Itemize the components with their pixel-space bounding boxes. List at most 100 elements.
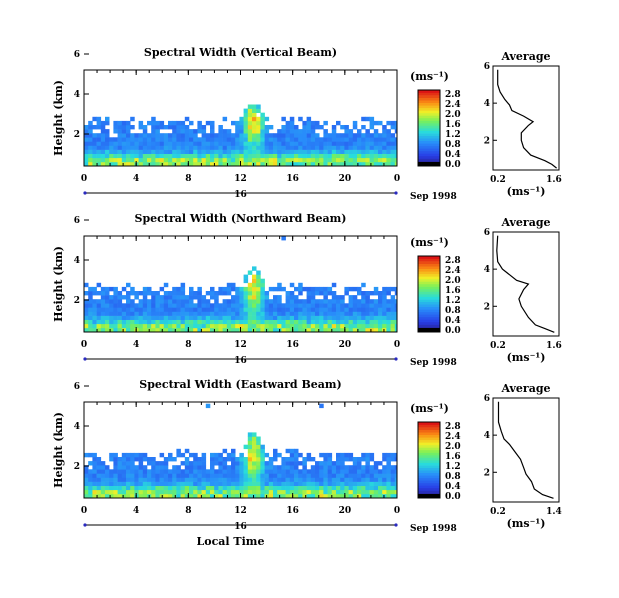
heatmap-cell <box>231 473 236 478</box>
heatmap-cell <box>218 315 223 320</box>
heatmap-cell <box>113 303 118 308</box>
heatmap-cell <box>210 129 215 134</box>
heatmap-cell <box>100 299 106 304</box>
heatmap-cell <box>323 469 328 474</box>
heatmap-cell <box>294 299 299 304</box>
colorbar-segment <box>418 314 440 318</box>
heatmap-cell <box>184 129 190 134</box>
heatmap-cell <box>277 141 282 146</box>
heatmap-cells <box>84 236 397 333</box>
heatmap-cell <box>180 315 186 320</box>
heatmap-cell <box>277 489 282 495</box>
heatmap-cell <box>239 303 244 308</box>
heatmap-cell <box>331 315 337 320</box>
heatmap-cell <box>361 315 366 320</box>
heatmap-cell <box>357 457 362 462</box>
heatmap-cell <box>231 319 236 325</box>
heatmap-cell <box>214 303 219 308</box>
x-tick-label: 20 <box>339 174 352 184</box>
heatmap-cell <box>352 481 358 486</box>
heatmap-cell <box>88 137 93 142</box>
heatmap-cell <box>327 145 333 150</box>
heatmap-cell <box>289 315 295 320</box>
heatmap-cell <box>134 319 139 325</box>
heatmap-cell <box>226 327 232 333</box>
heatmap-cell <box>348 153 354 159</box>
heatmap-cell <box>121 153 127 159</box>
colorbar-segment <box>418 422 440 425</box>
heatmap-cell <box>390 469 396 474</box>
heatmap-cell <box>390 125 396 130</box>
heatmap-cell <box>226 157 232 163</box>
heatmap-cell <box>394 327 397 333</box>
heatmap-cell <box>189 145 194 150</box>
heatmap-cell <box>214 327 219 333</box>
heatmap-cell <box>394 303 397 308</box>
heatmap-cell <box>386 291 391 296</box>
heatmap-cell <box>155 145 160 150</box>
heatmap-cell <box>210 157 215 163</box>
heatmap-cell <box>155 141 160 146</box>
heatmap-cell <box>268 481 274 486</box>
heatmap-cell <box>260 120 265 126</box>
heatmap-cell <box>348 489 354 495</box>
heatmap-cell <box>222 315 228 320</box>
heatmap-cell <box>281 286 286 292</box>
heatmap-cell <box>147 481 152 486</box>
heatmap-cell <box>268 319 274 325</box>
y-tick-label: 4 <box>74 422 80 432</box>
heatmap-cell <box>96 315 102 320</box>
heatmap-cell <box>121 311 127 316</box>
heatmap-cell <box>336 153 341 159</box>
heatmap-cell <box>373 481 379 486</box>
heatmap-cell <box>235 319 240 325</box>
heatmap-cell <box>365 323 370 329</box>
heatmap-cell <box>361 125 366 130</box>
heatmap-cell <box>243 307 249 312</box>
heatmap-cell <box>289 477 295 482</box>
heatmap-cell <box>159 465 165 470</box>
heatmap-cell <box>319 141 324 146</box>
heatmap-cell <box>172 129 177 134</box>
heatmap-cell <box>235 323 240 329</box>
heatmap-cell <box>344 323 349 329</box>
heatmap-cell <box>92 469 97 474</box>
heatmap-cell <box>96 153 102 159</box>
heatmap-cell <box>163 315 169 320</box>
heatmap-cell <box>159 473 165 478</box>
heatmap-cell <box>285 137 291 142</box>
heatmap-cell <box>340 307 345 312</box>
heatmap-cell <box>331 295 337 300</box>
heatmap-cell <box>151 307 156 312</box>
heatmap-cell <box>88 485 93 491</box>
heatmap-cell <box>315 137 320 142</box>
heatmap-cell <box>113 323 118 329</box>
heatmap-cell <box>369 133 375 138</box>
heatmap-cell <box>319 291 324 296</box>
heatmap-cell <box>378 481 383 486</box>
heatmap-cell <box>138 315 144 320</box>
heatmap-cell <box>189 315 194 320</box>
heatmap-cell <box>394 157 397 163</box>
heatmap-cell <box>100 295 106 300</box>
heatmap-cell <box>100 481 106 486</box>
heatmap-cell <box>84 481 89 486</box>
heatmap-cell <box>193 161 198 167</box>
heatmap-cell <box>289 116 295 122</box>
heatmap-cell <box>306 161 312 167</box>
heatmap-cell <box>277 153 282 159</box>
colorbar-segment <box>418 155 440 159</box>
heatmap-cell <box>277 303 282 308</box>
heatmap-cell <box>155 461 160 466</box>
heatmap-cell <box>273 465 278 470</box>
heatmap-cell <box>226 133 232 138</box>
heatmap-cell <box>176 473 181 478</box>
heatmap-cell <box>239 120 244 126</box>
heatmap-cell <box>109 295 114 300</box>
heatmap-cell <box>180 295 186 300</box>
heatmap-cell <box>378 319 383 325</box>
heatmap-cell <box>340 311 345 316</box>
heatmap-cell <box>348 477 354 482</box>
heatmap-cell <box>264 465 270 470</box>
heatmap-cell <box>210 125 215 130</box>
